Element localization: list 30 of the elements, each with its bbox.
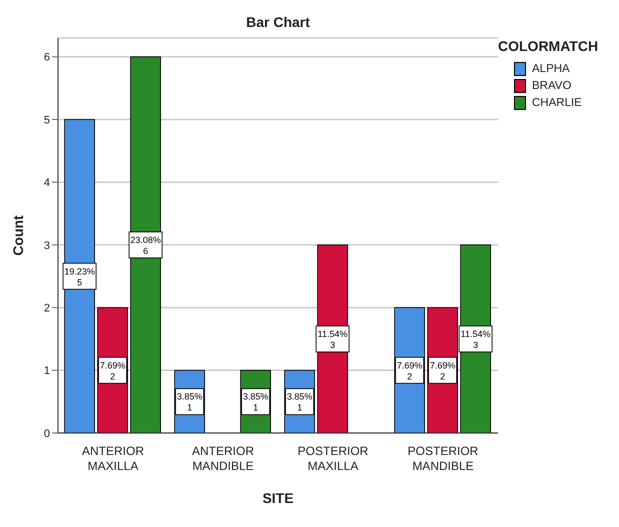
legend-label: CHARLIE [531, 96, 583, 110]
data-label: 3.85% 1 [242, 392, 268, 413]
data-label: 3.85% 1 [286, 392, 312, 413]
y-tick-label: 1 [44, 365, 50, 378]
data-label: 7.69% 2 [100, 360, 126, 382]
y-tick-label: 4 [44, 177, 50, 190]
legend-label: ALPHA [531, 62, 571, 76]
x-tick-label: ANTERIOR MAXILLA [82, 444, 144, 473]
x-tick-label: ANTERIOR MANDIBLE [192, 444, 254, 473]
bar [64, 119, 95, 433]
y-tick-label: 0 [44, 428, 50, 440]
chart-title: Bar Chart [245, 14, 311, 30]
x-axis-title: SITE [262, 490, 294, 506]
x-tick-label: POSTERIOR MANDIBLE [408, 444, 479, 473]
data-label: 23.08% 6 [130, 234, 161, 256]
y-tick-label: 6 [44, 52, 50, 64]
bar [130, 56, 161, 433]
data-label: 7.69% 2 [430, 360, 456, 382]
y-axis-title: Count [10, 214, 26, 256]
legend-label: BRAVO [531, 79, 572, 93]
data-label: 7.69% 2 [396, 360, 422, 382]
data-label: 19.23% 5 [64, 266, 95, 288]
x-tick-label: POSTERIOR MAXILLA [298, 444, 369, 473]
data-label: 11.54% 3 [318, 328, 348, 350]
data-label: 3.85% 1 [176, 392, 202, 413]
y-tick-label: 3 [44, 240, 50, 252]
data-label: 11.54% 3 [460, 328, 491, 350]
y-tick-label: 5 [44, 114, 50, 126]
legend-title: COLORMATCH [498, 38, 598, 54]
y-tick-label: 2 [44, 302, 50, 315]
